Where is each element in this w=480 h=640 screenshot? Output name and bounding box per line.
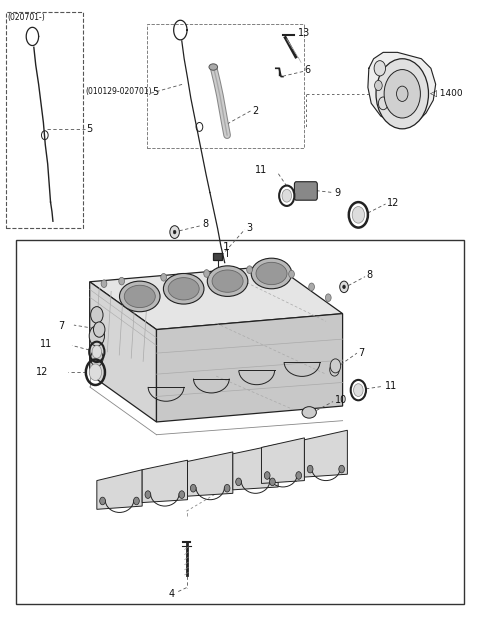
Polygon shape: [142, 460, 188, 502]
Circle shape: [270, 478, 276, 486]
Circle shape: [173, 230, 176, 234]
Text: 7: 7: [359, 348, 365, 358]
Circle shape: [339, 465, 345, 473]
Polygon shape: [262, 438, 304, 483]
Text: 2: 2: [252, 106, 258, 116]
Circle shape: [133, 497, 139, 505]
Circle shape: [330, 359, 341, 373]
Text: 12: 12: [387, 198, 399, 208]
Text: 11: 11: [384, 381, 397, 391]
Text: 4: 4: [168, 589, 175, 599]
Text: 7: 7: [58, 321, 64, 332]
Circle shape: [340, 281, 348, 292]
Text: 12: 12: [36, 367, 48, 377]
Circle shape: [288, 270, 294, 278]
Circle shape: [204, 269, 209, 277]
Circle shape: [145, 491, 151, 499]
Ellipse shape: [212, 270, 243, 292]
Circle shape: [91, 307, 103, 323]
Circle shape: [374, 81, 382, 91]
Text: 5: 5: [152, 87, 158, 97]
Circle shape: [307, 465, 313, 473]
Text: 5: 5: [86, 124, 93, 134]
Polygon shape: [97, 470, 142, 509]
Circle shape: [224, 484, 230, 492]
Circle shape: [94, 322, 105, 337]
Polygon shape: [368, 52, 436, 125]
Circle shape: [396, 86, 408, 101]
Circle shape: [384, 70, 420, 118]
Text: 11: 11: [40, 339, 52, 349]
Ellipse shape: [207, 266, 248, 296]
Text: 8: 8: [366, 270, 372, 280]
Circle shape: [191, 484, 196, 492]
Text: (010129-020701): (010129-020701): [85, 88, 152, 97]
Polygon shape: [90, 282, 156, 422]
Ellipse shape: [251, 258, 292, 289]
Circle shape: [354, 384, 363, 396]
Circle shape: [236, 478, 241, 486]
Circle shape: [247, 266, 252, 273]
Circle shape: [119, 277, 124, 285]
Circle shape: [282, 189, 291, 202]
FancyBboxPatch shape: [294, 182, 317, 200]
Polygon shape: [188, 452, 233, 496]
Circle shape: [374, 61, 385, 76]
Circle shape: [376, 59, 429, 129]
Circle shape: [170, 226, 180, 239]
Text: ◁ 1400: ◁ 1400: [430, 90, 463, 99]
Circle shape: [100, 497, 106, 505]
Ellipse shape: [168, 278, 199, 300]
Ellipse shape: [209, 64, 217, 70]
Circle shape: [91, 350, 103, 367]
Polygon shape: [90, 266, 343, 330]
Circle shape: [325, 294, 331, 301]
Ellipse shape: [120, 281, 160, 312]
Circle shape: [89, 364, 102, 381]
Ellipse shape: [124, 285, 156, 308]
Circle shape: [179, 491, 185, 499]
Circle shape: [92, 346, 102, 358]
Ellipse shape: [163, 273, 204, 304]
Text: 10: 10: [335, 396, 347, 405]
Circle shape: [296, 472, 301, 479]
Text: 1: 1: [223, 242, 230, 252]
Circle shape: [101, 280, 107, 287]
Circle shape: [89, 326, 105, 346]
Polygon shape: [156, 314, 343, 422]
Circle shape: [330, 364, 339, 376]
Circle shape: [343, 285, 346, 289]
Ellipse shape: [256, 262, 287, 285]
Circle shape: [378, 97, 388, 109]
Polygon shape: [304, 430, 348, 477]
Ellipse shape: [302, 406, 316, 418]
Text: 9: 9: [335, 188, 341, 198]
Polygon shape: [233, 444, 278, 490]
FancyBboxPatch shape: [213, 253, 222, 260]
Text: (020701-): (020701-): [8, 13, 45, 22]
Circle shape: [309, 283, 314, 291]
Circle shape: [264, 472, 270, 479]
Circle shape: [352, 207, 364, 223]
Circle shape: [161, 273, 167, 281]
Text: 13: 13: [298, 28, 311, 38]
Text: 8: 8: [203, 220, 209, 229]
Text: 11: 11: [255, 165, 268, 175]
Text: 3: 3: [247, 223, 253, 232]
Text: 6: 6: [304, 65, 311, 76]
